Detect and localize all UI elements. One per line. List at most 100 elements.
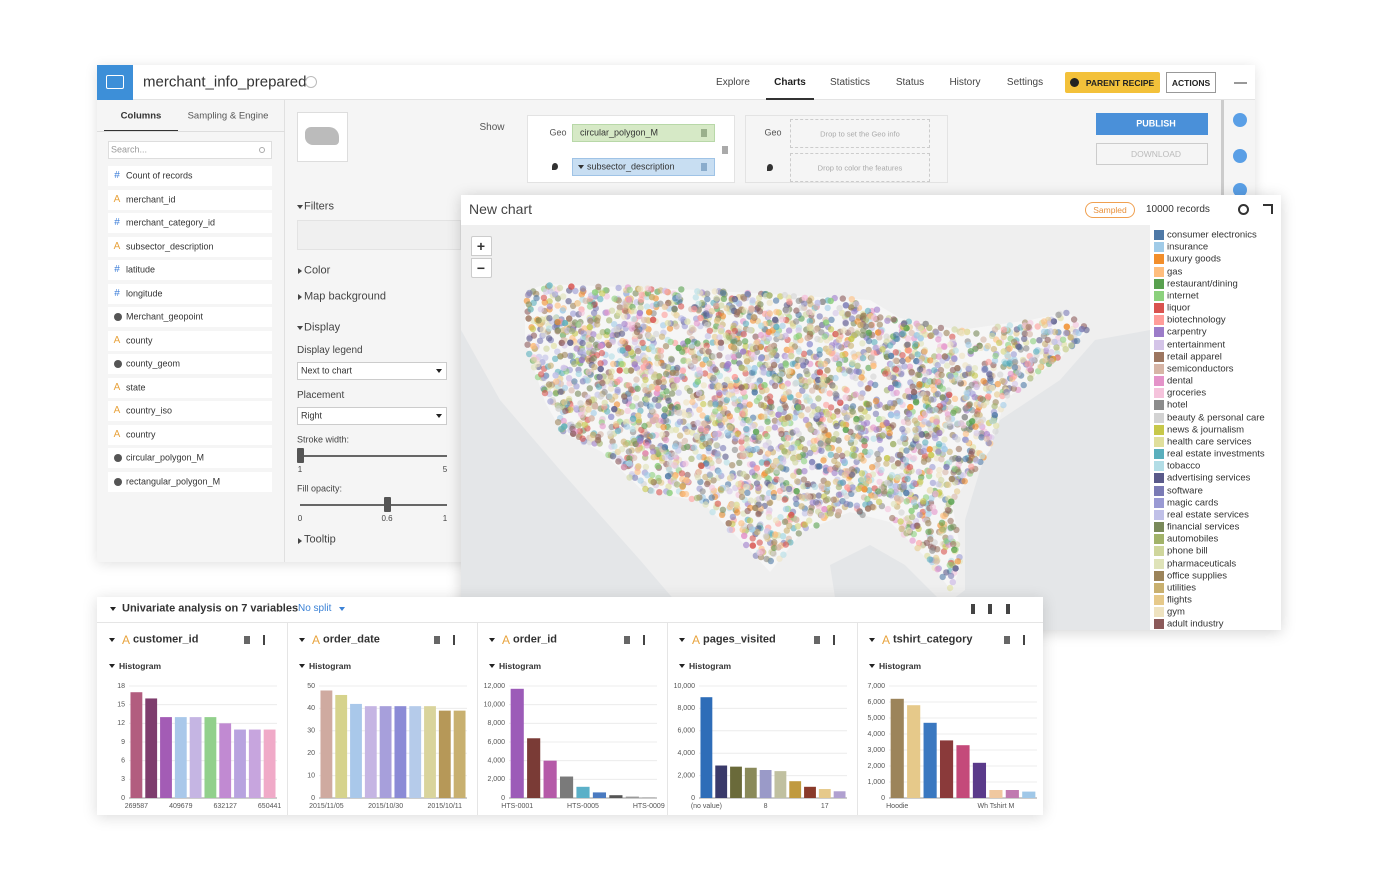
map-feature xyxy=(668,390,676,397)
nav-tab[interactable]: Explore xyxy=(716,77,750,88)
caret-icon xyxy=(298,268,302,274)
map-feature xyxy=(1055,311,1062,319)
column-item[interactable] xyxy=(108,236,272,257)
publish-button[interactable] xyxy=(1096,113,1208,135)
map-feature xyxy=(893,495,901,502)
section-header[interactable]: Filters xyxy=(304,200,334,213)
nav-tab[interactable]: History xyxy=(949,77,981,88)
map-feature xyxy=(735,339,743,347)
legend-swatch xyxy=(1154,558,1164,569)
thumbnail-map xyxy=(305,127,339,145)
map[interactable] xyxy=(461,225,1150,630)
nav-tab[interactable]: Settings xyxy=(1006,77,1044,88)
toolbar-icon[interactable] xyxy=(988,604,992,614)
caret-icon xyxy=(869,664,875,668)
map-feature xyxy=(865,364,872,372)
map-feature xyxy=(742,483,750,490)
map-feature xyxy=(913,332,920,339)
color-field[interactable] xyxy=(572,158,715,176)
trash-icon[interactable] xyxy=(814,636,820,644)
column-item[interactable] xyxy=(108,354,272,374)
map-feature xyxy=(661,311,668,318)
map-feature xyxy=(754,528,761,536)
column-item[interactable] xyxy=(108,213,272,233)
column-item[interactable] xyxy=(108,448,272,468)
select[interactable] xyxy=(297,407,447,425)
expand-icon[interactable] xyxy=(1263,204,1273,214)
map-feature xyxy=(662,370,670,378)
sidebar-tab[interactable]: Columns xyxy=(120,110,162,122)
column-item[interactable] xyxy=(108,283,272,304)
map-feature xyxy=(675,389,682,396)
legend-swatch xyxy=(1154,534,1164,545)
map-feature xyxy=(878,466,885,474)
map-feature xyxy=(665,483,672,490)
refresh-icon[interactable] xyxy=(1238,204,1249,215)
parent-recipe-button[interactable] xyxy=(1065,72,1160,93)
column-item[interactable] xyxy=(108,471,272,492)
section-header[interactable]: Display xyxy=(304,321,341,334)
section-header[interactable]: Tooltip xyxy=(304,533,336,546)
split-select[interactable]: No split xyxy=(298,603,332,614)
variable-type-icon: A xyxy=(691,633,701,647)
menu-icon[interactable] xyxy=(1023,635,1025,645)
map-feature xyxy=(755,510,762,518)
map-feature xyxy=(773,308,780,316)
section-header[interactable]: Color xyxy=(304,264,331,277)
menu-icon[interactable] xyxy=(643,635,645,645)
column-type-icon: A xyxy=(113,381,121,393)
toolbar-icon[interactable] xyxy=(1006,604,1010,614)
sidebar-tab[interactable]: Sampling & Engine xyxy=(187,110,269,122)
map-feature xyxy=(1067,342,1075,349)
toolbar-icon[interactable] xyxy=(971,604,975,614)
map-feature xyxy=(955,445,963,453)
map-feature xyxy=(712,401,719,408)
map-feature xyxy=(537,306,545,313)
menu-icon[interactable] xyxy=(833,635,835,645)
map-feature xyxy=(893,331,900,339)
legend-label: restaurant/dining xyxy=(1167,277,1238,289)
column-item[interactable] xyxy=(108,401,272,421)
side-icon[interactable] xyxy=(1233,113,1247,127)
trash-icon[interactable] xyxy=(624,636,630,644)
column-item[interactable] xyxy=(108,377,272,398)
search-box[interactable] xyxy=(108,141,272,159)
map-feature xyxy=(618,446,626,453)
map-feature xyxy=(936,466,943,474)
actions-button[interactable] xyxy=(1166,72,1216,93)
map-feature xyxy=(772,316,779,323)
trash-icon[interactable] xyxy=(434,636,440,644)
map-feature xyxy=(625,296,633,303)
menu-icon[interactable] xyxy=(453,635,455,645)
slider-knob[interactable] xyxy=(297,448,304,463)
map-feature xyxy=(653,330,660,338)
section-label: Histogram xyxy=(119,660,162,671)
slider-knob[interactable] xyxy=(384,497,391,512)
map-feature xyxy=(851,353,858,360)
map-feature xyxy=(857,405,864,412)
side-icon[interactable] xyxy=(1233,183,1247,197)
trash-icon[interactable] xyxy=(244,636,250,644)
column-item[interactable] xyxy=(108,330,272,351)
map-feature xyxy=(681,411,688,418)
select[interactable] xyxy=(297,362,447,380)
column-item[interactable] xyxy=(108,424,272,445)
column-item[interactable] xyxy=(108,307,272,327)
geo-field[interactable] xyxy=(572,124,715,142)
column-item[interactable] xyxy=(108,189,272,210)
column-item[interactable] xyxy=(108,166,272,186)
zoom-out-button[interactable] xyxy=(471,258,492,278)
nav-tab[interactable]: Status xyxy=(895,77,925,88)
map-feature xyxy=(842,320,849,327)
menu-icon[interactable] xyxy=(263,635,265,645)
map-feature xyxy=(1051,338,1058,346)
nav-tab[interactable]: Statistics xyxy=(829,77,871,88)
map-feature xyxy=(887,342,894,349)
download-button[interactable] xyxy=(1096,143,1208,165)
trash-icon[interactable] xyxy=(1004,636,1010,644)
zoom-in-button[interactable] xyxy=(471,236,492,256)
column-item[interactable] xyxy=(108,260,272,280)
section-header[interactable]: Map background xyxy=(304,290,386,303)
nav-tab[interactable]: Charts xyxy=(774,77,806,88)
side-icon[interactable] xyxy=(1233,149,1247,163)
